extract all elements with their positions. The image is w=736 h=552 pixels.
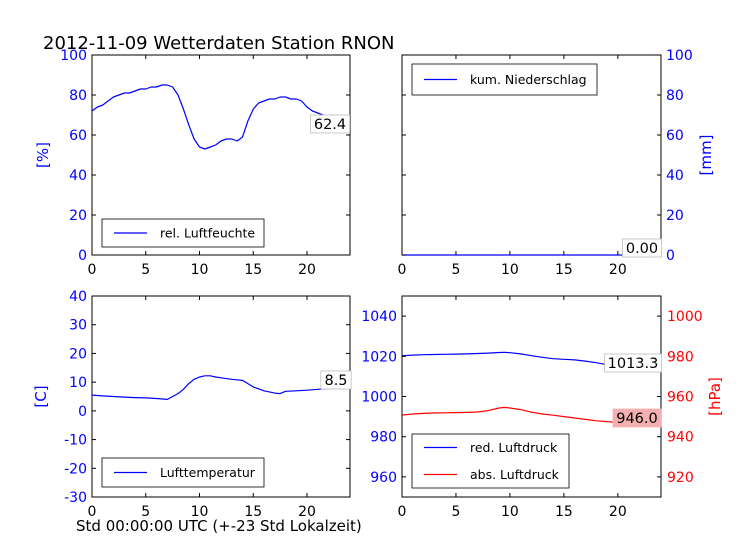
y-tick-label: 980	[370, 430, 397, 446]
x-tick-label: 10	[501, 504, 519, 520]
y-axis-label: [C]	[32, 385, 50, 407]
y-tick-label: -20	[64, 461, 87, 477]
y-tick-label: 60	[666, 128, 684, 144]
y-axis-label: [mm]	[697, 135, 715, 176]
x-tick-label: 20	[609, 262, 627, 278]
legend: kum. Niederschlag	[411, 63, 598, 96]
x-tick-label: 5	[141, 262, 150, 278]
y-tick-label: 1040	[361, 309, 397, 325]
y-tick-label: 1020	[361, 349, 397, 365]
legend-entry: abs. Luftdruck	[470, 467, 560, 482]
y-tick-right-label: 960	[667, 390, 694, 406]
legend: rel. Luftfeuchte	[101, 218, 265, 248]
y-axis-label: [%]	[34, 142, 52, 168]
legend-entry: kum. Niederschlag	[470, 72, 587, 87]
x-tick-label: 20	[298, 262, 316, 278]
y-tick-label: 40	[69, 168, 87, 184]
y-tick-label: 60	[69, 128, 87, 144]
x-tick-label: 15	[244, 504, 262, 520]
x-tick-label: 5	[451, 262, 460, 278]
legend: Lufttemperatur	[101, 457, 265, 488]
x-tick-label: 20	[609, 504, 627, 520]
y-tick-label: 0	[78, 404, 87, 420]
x-tick-label: 5	[141, 504, 150, 520]
y-tick-right-label: 980	[667, 349, 694, 365]
value-label-box	[622, 238, 663, 258]
y-tick-right-label: 920	[667, 470, 694, 486]
panel-bottom-right: 0 5 10 15 20 960 980 1000 1020 1040 920 940 960 980 10…	[361, 295, 724, 520]
y-tick-label: 100	[60, 48, 87, 64]
y-tick-right-label: 940	[667, 430, 694, 446]
axes-frame	[91, 295, 351, 498]
value-label: 0.00	[626, 241, 658, 257]
y-tick-label: 40	[666, 168, 684, 184]
value-label-box	[320, 370, 352, 390]
value-label: 62.4	[314, 117, 346, 133]
value-label-box	[309, 114, 350, 134]
value-label: 946.0	[616, 411, 658, 427]
y-tick-label: 10	[69, 375, 87, 391]
legend: red. Luftdruck abs. Luftdruck	[411, 433, 570, 489]
legend-entry: red. Luftdruck	[470, 440, 558, 455]
y-tick-label: 100	[666, 48, 693, 64]
y-tick-label: -10	[64, 433, 87, 449]
y-tick-label: 0	[666, 248, 675, 264]
y-tick-label: -30	[64, 490, 87, 506]
series-line-lufttemperatur	[91, 375, 351, 400]
x-tick-label: 10	[191, 504, 209, 520]
x-tick-label: 15	[555, 262, 573, 278]
y-tick-label: 960	[370, 470, 397, 486]
axes-frame	[91, 54, 351, 256]
series-line-rel-luftfeuchte	[91, 84, 351, 150]
value-label-box	[604, 353, 662, 373]
y-tick-right-label: 1000	[667, 309, 703, 325]
x-tick-label: 0	[398, 504, 407, 520]
figure-title: 2012-11-09 Wetterdaten Station RNON	[43, 33, 394, 54]
y-axis-label: [hPa]	[706, 377, 724, 416]
x-tick-label: 0	[88, 504, 97, 520]
legend-entry: rel. Luftfeuchte	[160, 226, 255, 241]
panel-top-right: 0 5 10 15 20 0 20 40 60 80 100 [mm] kum. Niederschla…	[398, 48, 715, 278]
panel-top-left: 0 5 10 15 20 0 20 40 60 80 100 [%] rel. Luftfeuchte 6…	[34, 48, 351, 278]
x-tick-label: 20	[298, 504, 316, 520]
value-label-box	[612, 408, 662, 428]
x-tick-label: 10	[501, 262, 519, 278]
panel-bottom-left: 0 5 10 15 20 -30 -20 -10 0 10 20 30 40 [C] Lufttempera…	[32, 289, 352, 520]
y-tick-label: 1000	[361, 390, 397, 406]
x-tick-label: 0	[398, 262, 407, 278]
y-tick-label: 20	[666, 208, 684, 224]
legend-entry: Lufttemperatur	[160, 465, 256, 480]
y-tick-label: 80	[69, 88, 87, 104]
x-tick-label: 5	[451, 504, 460, 520]
x-tick-label: 15	[555, 504, 573, 520]
y-tick-label: 20	[69, 208, 87, 224]
legend-frame	[411, 433, 570, 489]
x-tick-label: 15	[244, 262, 262, 278]
x-tick-label: 0	[88, 262, 97, 278]
y-tick-label: 80	[666, 88, 684, 104]
y-tick-label: 30	[69, 318, 87, 334]
y-tick-label: 40	[69, 289, 87, 305]
value-label: 1013.3	[608, 356, 659, 372]
y-tick-label: 0	[78, 248, 87, 264]
value-label: 8.5	[324, 373, 347, 389]
figure-xlabel: Std 00:00:00 UTC (+-23 Std Lokalzeit)	[76, 517, 362, 535]
y-tick-label: 20	[69, 346, 87, 362]
x-tick-label: 10	[191, 262, 209, 278]
